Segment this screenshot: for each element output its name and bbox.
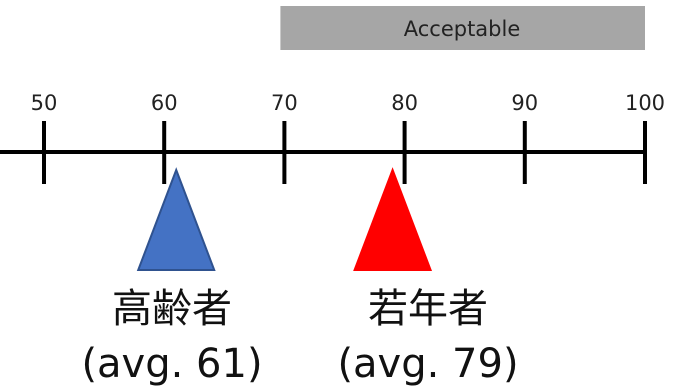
group-name-label: 高齢者 — [112, 286, 232, 332]
acceptable-band-label: Acceptable — [404, 17, 521, 41]
group-marker-triangle — [136, 167, 216, 271]
group-markers: 高齢者 (avg. 61) 若年者 (avg. 79) — [81, 167, 519, 387]
tick-label: 60 — [151, 91, 178, 115]
group-average-label: (avg. 79) — [337, 341, 518, 387]
group-marker-triangle — [353, 167, 433, 271]
tick-label: 80 — [391, 91, 418, 115]
tick-label: 70 — [271, 91, 298, 115]
tick-label: 50 — [31, 91, 58, 115]
tick-label: 90 — [511, 91, 538, 115]
acceptable-band — [280, 6, 645, 50]
group-name-label: 若年者 — [368, 286, 488, 332]
tick-label: 100 — [625, 91, 665, 115]
scale-ticks: 50 60 70 80 90 100 — [31, 91, 665, 184]
group-average-label: (avg. 61) — [81, 341, 262, 387]
